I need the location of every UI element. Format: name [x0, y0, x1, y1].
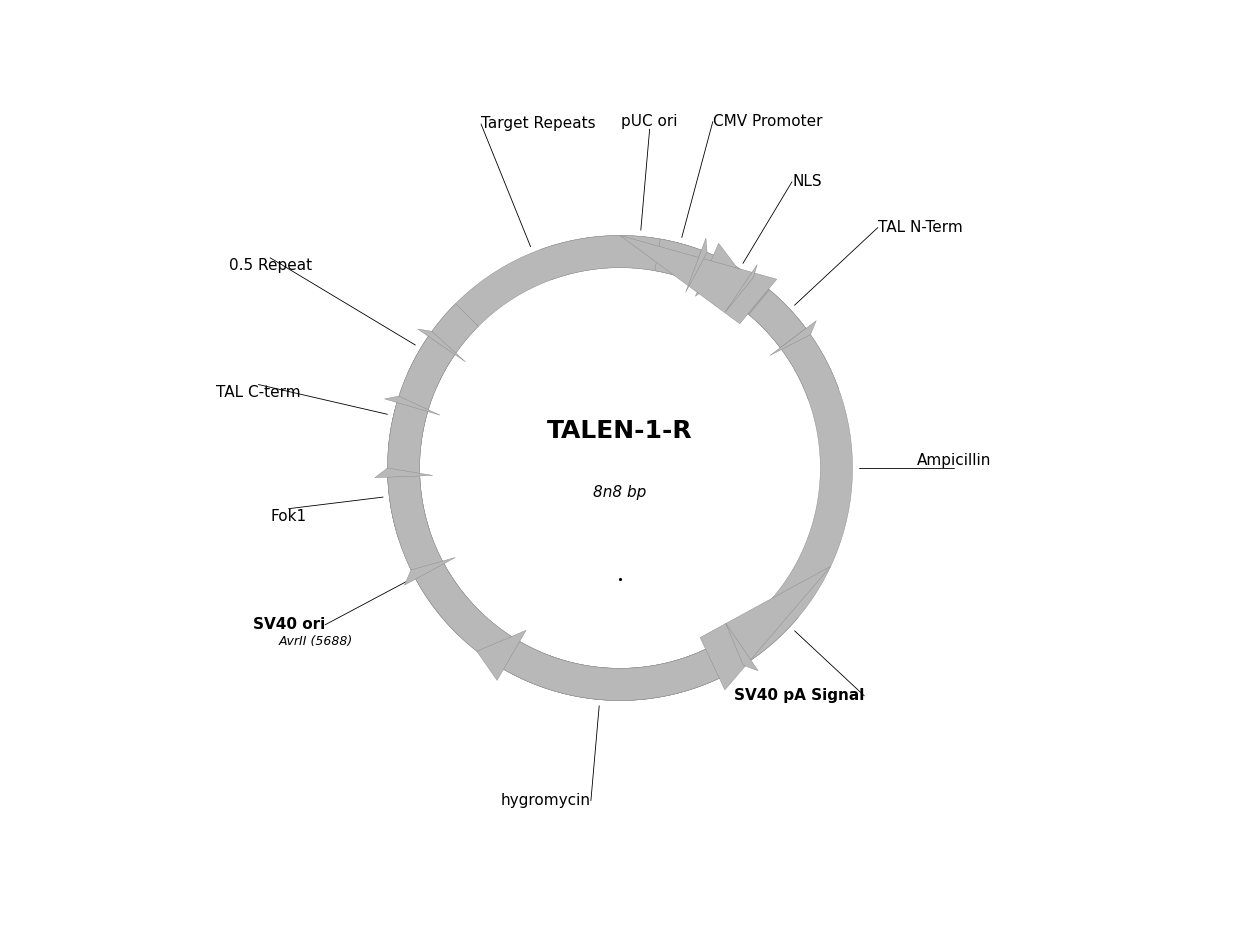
Polygon shape: [388, 475, 429, 540]
Polygon shape: [503, 641, 718, 700]
Text: 8n8 bp: 8n8 bp: [594, 485, 646, 500]
Text: 0.5 Repeat: 0.5 Repeat: [228, 257, 311, 272]
Polygon shape: [749, 290, 806, 347]
Text: TALEN-1-R: TALEN-1-R: [547, 419, 693, 443]
Text: CMV Promoter: CMV Promoter: [713, 114, 822, 129]
Polygon shape: [374, 468, 433, 477]
Text: AvrII (5688): AvrII (5688): [279, 635, 353, 648]
Text: TAL C-term: TAL C-term: [216, 385, 301, 400]
Polygon shape: [696, 243, 737, 297]
Polygon shape: [701, 566, 831, 690]
Polygon shape: [415, 563, 481, 636]
Polygon shape: [725, 265, 758, 313]
Polygon shape: [686, 238, 707, 292]
Text: pUC ori: pUC ori: [621, 114, 678, 129]
Polygon shape: [388, 236, 838, 700]
Polygon shape: [770, 321, 816, 356]
Polygon shape: [541, 236, 713, 285]
Text: hygromycin: hygromycin: [501, 793, 591, 808]
Polygon shape: [384, 396, 440, 416]
Polygon shape: [620, 236, 776, 324]
Text: Fok1: Fok1: [270, 508, 306, 524]
Text: SV40 ori: SV40 ori: [253, 617, 325, 633]
Polygon shape: [725, 623, 758, 671]
Polygon shape: [387, 289, 853, 700]
Polygon shape: [733, 597, 799, 660]
Text: SV40 pA Signal: SV40 pA Signal: [734, 688, 864, 703]
Text: TAL N-Term: TAL N-Term: [878, 220, 962, 235]
Polygon shape: [711, 261, 750, 302]
Text: NLS: NLS: [792, 174, 822, 189]
Polygon shape: [655, 239, 702, 280]
Polygon shape: [388, 402, 428, 450]
Polygon shape: [408, 336, 455, 387]
Polygon shape: [418, 329, 465, 362]
Text: Target Repeats: Target Repeats: [481, 116, 595, 131]
Polygon shape: [477, 630, 526, 680]
Text: Ampicillin: Ampicillin: [916, 453, 991, 468]
Polygon shape: [404, 558, 455, 585]
